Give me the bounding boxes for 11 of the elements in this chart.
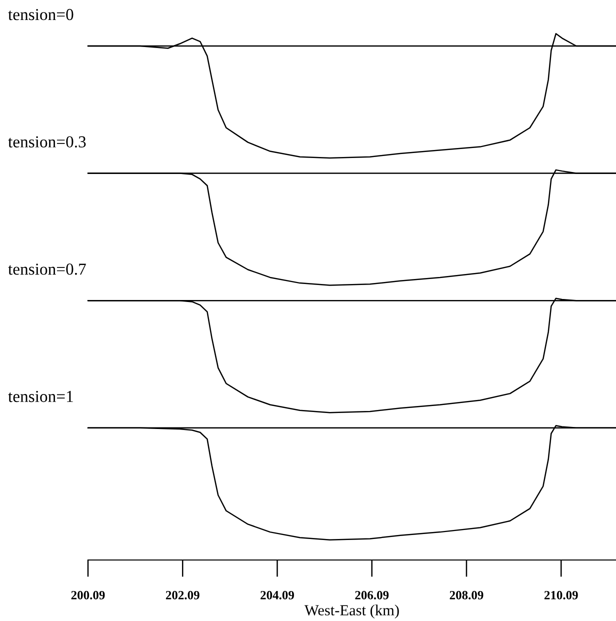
chart-title: tension=0.7: [8, 264, 86, 275]
x-tick-label: 200.09: [71, 590, 105, 600]
x-tick-label: 210.09: [544, 590, 578, 600]
x-axis-title: West-East (km): [304, 604, 399, 619]
chart-title: tension=0.3: [8, 136, 86, 148]
chart-title: tension=0: [8, 8, 74, 20]
x-tick-label: 208.09: [450, 590, 484, 600]
x-tick-label: 202.09: [166, 590, 200, 600]
x-tick-label: 206.09: [355, 590, 389, 600]
x-tick-label: 204.09: [260, 590, 294, 600]
chart-title: tension=1: [8, 390, 73, 402]
